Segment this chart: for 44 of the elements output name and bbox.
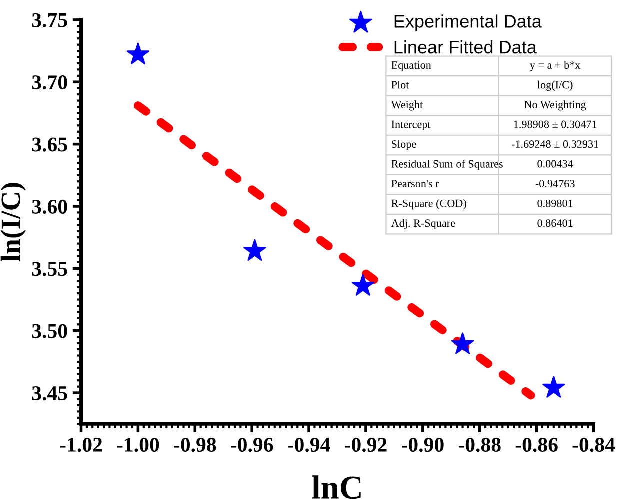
annotation: -1.69248 ± 0.32931 — [512, 140, 598, 148]
annotation: Weight — [391, 100, 424, 111]
annotation: R-Square (COD) — [392, 200, 466, 210]
annotation: log(I/C) — [538, 80, 573, 92]
y-tick-label: 3.50 — [32, 324, 68, 338]
legend-label: Experimental Data — [394, 14, 542, 32]
annotation: Intercept — [392, 120, 431, 131]
x-tick-label: -0.90 — [402, 438, 444, 452]
x-tick-label: -1.00 — [117, 438, 160, 452]
x-tick-label: -0.96 — [231, 438, 274, 452]
x-tick-label: -0.88 — [458, 438, 501, 452]
annotation: -0.94763 — [536, 180, 575, 188]
x-axis-title: lnC — [312, 476, 361, 499]
y-tick-label: 3.75 — [32, 13, 68, 28]
legend-label: Linear Fitted Data — [394, 40, 537, 54]
x-tick-label: -0.94 — [288, 438, 330, 452]
annotation: Slope — [392, 140, 416, 150]
annotation: Pearson's r — [392, 180, 440, 188]
y-tick-label: 3.55 — [32, 262, 68, 276]
x-tick-label: -0.92 — [345, 438, 387, 452]
point — [451, 332, 474, 354]
x-tick-label: -0.86 — [516, 438, 558, 452]
annotation: 0.00434 — [538, 160, 574, 168]
annotation: Residual Sum of Squares — [392, 160, 503, 170]
point — [352, 274, 374, 296]
point — [126, 42, 150, 65]
y-tick-label: 3.45 — [32, 386, 68, 401]
x-tick-label: -0.98 — [174, 438, 216, 452]
point — [542, 376, 566, 398]
annotation: 0.89801 — [538, 200, 573, 208]
annotation: Plot — [392, 80, 410, 89]
y-axis-title: ln(I/C) — [0, 183, 26, 262]
annotation: 1.98908 ± 0.30471 — [514, 120, 597, 128]
point — [244, 239, 266, 262]
x-tick-label: -0.84 — [572, 438, 616, 452]
annotation: Adj. R-Square — [391, 219, 456, 230]
annotation: No Weighting — [524, 100, 586, 111]
annotation: Equation — [392, 62, 432, 72]
annotation: 0.86401 — [538, 220, 573, 228]
y-tick-label: 3.70 — [32, 76, 68, 90]
y-tick-label: 3.60 — [32, 200, 68, 214]
y-tick-label: 3.65 — [32, 138, 68, 152]
annotation: y = a + b*x — [530, 61, 581, 72]
x-tick-label: -1.02 — [60, 438, 102, 452]
